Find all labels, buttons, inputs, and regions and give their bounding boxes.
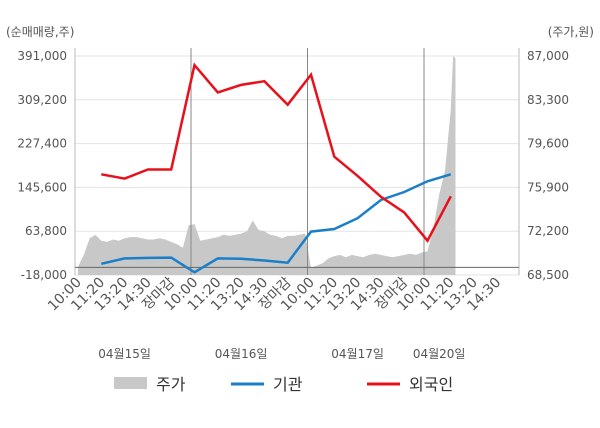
right-axis-ticks: 87,000 83,300 79,600 75,900 72,200 68,500 xyxy=(527,49,569,282)
price-area xyxy=(78,56,456,275)
right-tick-label: 75,900 xyxy=(527,180,569,194)
date-label: 04월15일 xyxy=(98,347,151,361)
right-tick-label: 68,500 xyxy=(527,268,569,282)
right-tick-label: 83,300 xyxy=(527,93,569,107)
left-tick-label: 227,400 xyxy=(17,137,67,151)
left-tick-label: 309,200 xyxy=(17,93,67,107)
left-tick-label: 391,000 xyxy=(17,49,67,63)
legend-label: 기관 xyxy=(273,375,303,394)
left-axis-ticks: 391,000 309,200 227,400 145,600 63,800 -18,00… xyxy=(17,49,67,282)
left-tick-label: -18,000 xyxy=(21,268,67,282)
date-label: 04월16일 xyxy=(215,347,268,361)
left-tick-label: 63,800 xyxy=(25,224,67,238)
right-tick-label: 72,200 xyxy=(527,224,569,238)
institution-line xyxy=(101,173,452,274)
right-tick-label: 79,600 xyxy=(527,137,569,151)
legend-swatch-price xyxy=(114,377,147,389)
date-label: 04월17일 xyxy=(331,347,384,361)
chart-legend: 주가 기관 외국인 xyxy=(114,375,453,394)
flow-lines-layer xyxy=(101,62,452,274)
price-area-layer xyxy=(78,56,456,275)
left-axis-unit-label: (순매매량,주) xyxy=(6,25,74,39)
foreign-line xyxy=(101,62,452,243)
right-axis-unit-label: (주가,원) xyxy=(548,25,594,39)
legend-label: 주가 xyxy=(156,375,186,394)
x-axis-ticks: 10:0011:2013:2014:30장마감10:0011:2013:2014… xyxy=(45,274,504,314)
date-labels: 04월15일 04월16일 04월17일 04월20일 xyxy=(98,347,465,361)
date-label: 04월20일 xyxy=(413,347,466,361)
left-tick-label: 145,600 xyxy=(17,180,67,194)
right-tick-label: 87,000 xyxy=(527,49,569,63)
legend-label: 외국인 xyxy=(409,375,453,394)
